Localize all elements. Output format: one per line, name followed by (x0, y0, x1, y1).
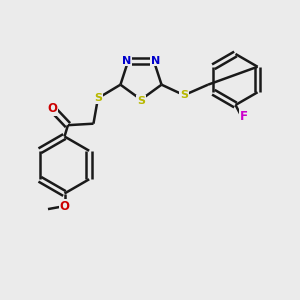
Text: S: S (137, 96, 145, 106)
Text: S: S (94, 93, 102, 103)
Text: S: S (180, 90, 188, 100)
Text: N: N (122, 56, 131, 65)
Text: O: O (59, 200, 70, 213)
Text: N: N (151, 56, 160, 65)
Text: O: O (47, 102, 57, 115)
Text: F: F (240, 110, 248, 123)
